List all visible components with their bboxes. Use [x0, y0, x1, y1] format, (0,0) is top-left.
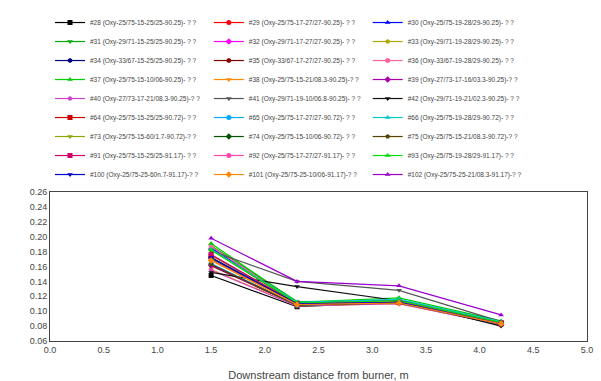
svg-text:#91 (Oxy-25/75-15-25/25-91.17): #91 (Oxy-25/75-15-25/25-91.17)- ? ?	[90, 152, 197, 160]
svg-text:0.26: 0.26	[30, 187, 48, 197]
svg-text:0.08: 0.08	[30, 321, 48, 331]
svg-text:#92 (Oxy-25/75-17-27/27-91.17): #92 (Oxy-25/75-17-27/27-91.17)- ? ?	[249, 152, 356, 160]
svg-text:#30 (Oxy-25/75-19-28/29-90.25): #30 (Oxy-25/75-19-28/29-90.25)- ? ?	[408, 19, 515, 27]
svg-text:1.5: 1.5	[205, 345, 218, 355]
svg-text:#66 (Oxy-25/75-19-28/29-90.72): #66 (Oxy-25/75-19-28/29-90.72)- ? ?	[408, 114, 515, 122]
svg-text:0.5: 0.5	[97, 345, 110, 355]
svg-text:#36 (Oxy-33/67-19-28/29-90.25): #36 (Oxy-33/67-19-28/29-90.25)- ? ?	[408, 57, 515, 65]
svg-text:#101 (Oxy-25/75-25-10/06-91.17: #101 (Oxy-25/75-25-10/06-91.17)-? ?	[249, 171, 357, 179]
svg-text:0.18: 0.18	[30, 247, 48, 257]
svg-text:1.0: 1.0	[151, 345, 164, 355]
svg-text:2.5: 2.5	[312, 345, 325, 355]
svg-text:5.0: 5.0	[581, 345, 594, 355]
svg-text:4.0: 4.0	[473, 345, 486, 355]
svg-text:0.06: 0.06	[30, 336, 48, 346]
svg-text:#28 (Oxy-25/75-15-25/25-90.25): #28 (Oxy-25/75-15-25/25-90.25)- ? ?	[90, 19, 197, 27]
svg-text:0.20: 0.20	[30, 232, 48, 242]
svg-text:#37 (Oxy-25/75-15-10/06-90.25): #37 (Oxy-25/75-15-10/06-90.25)- ? ?	[90, 76, 197, 84]
svg-text:#38 (Oxy-25/75-15-21/08.3-90.2: #38 (Oxy-25/75-15-21/08.3-90.25)-? ?	[249, 76, 359, 84]
svg-text:#34 (Oxy-33/67-15-25/25-90.25): #34 (Oxy-33/67-15-25/25-90.25)- ? ?	[90, 57, 197, 65]
svg-text:4.5: 4.5	[527, 345, 540, 355]
svg-text:#40 (Oxy-27/73-17-21/08.3-90.2: #40 (Oxy-27/73-17-21/08.3-90.25)-? ?	[90, 95, 200, 103]
svg-text:#35 (Oxy-33/67-17-27/27-90.25): #35 (Oxy-33/67-17-27/27-90.25)- ? ?	[249, 57, 356, 65]
svg-text:#65 (Oxy-25/75-17-27/27-90.72): #65 (Oxy-25/75-17-27/27-90.72)- ? ?	[249, 114, 356, 122]
svg-text:#31 (Oxy-29/71-15-25/25-90.25): #31 (Oxy-29/71-15-25/25-90.25)- ? ?	[90, 38, 197, 46]
svg-text:0.12: 0.12	[30, 291, 48, 301]
svg-text:#29 (Oxy-25/75-17-27/27-90.25): #29 (Oxy-25/75-17-27/27-90.25)- ? ?	[249, 19, 356, 27]
svg-text:0.16: 0.16	[30, 262, 48, 272]
svg-text:#33 (Oxy-29/71-19-28/29-90.25): #33 (Oxy-29/71-19-28/29-90.25)- ? ?	[408, 38, 515, 46]
svg-text:#73 (Oxy-25/75-15-60/1.7-90.72: #73 (Oxy-25/75-15-60/1.7-90.72)-? ?	[90, 133, 197, 141]
svg-text:#102 (Oxy-25/75-25-21/08.3-91.: #102 (Oxy-25/75-25-21/08.3-91.17)-? ?	[408, 171, 522, 179]
svg-text:#100 (Oxy-25/75-25-60n.7-91.17: #100 (Oxy-25/75-25-60n.7-91.17)-? ?	[90, 171, 198, 179]
svg-text:#74 (Oxy-25/75-15-10/06-90.72): #74 (Oxy-25/75-15-10/06-90.72)- ? ?	[249, 133, 356, 141]
svg-text:0.22: 0.22	[30, 217, 48, 227]
svg-text:#93 (Oxy-25/75-19-28/29-91.17): #93 (Oxy-25/75-19-28/29-91.17)- ? ?	[408, 152, 515, 160]
svg-text:#41 (Oxy-29/71-19-10/06.8-90.2: #41 (Oxy-29/71-19-10/06.8-90.25)- ? ?	[249, 95, 361, 103]
svg-text:#42 (Oxy-29/71-19-21/02.3-90.2: #42 (Oxy-29/71-19-21/02.3-90.25)- ? ?	[408, 95, 520, 103]
svg-text:3.0: 3.0	[366, 345, 379, 355]
svg-text:0.0: 0.0	[44, 345, 57, 355]
svg-text:0.10: 0.10	[30, 306, 48, 316]
svg-text:2.0: 2.0	[259, 345, 272, 355]
svg-text:#32 (Oxy-29/71-17-27/27-90.25): #32 (Oxy-29/71-17-27/27-90.25)- ? ?	[249, 38, 356, 46]
svg-text:0.24: 0.24	[30, 202, 48, 212]
svg-text:0.14: 0.14	[30, 277, 48, 287]
svg-text:Downstream distance from burne: Downstream distance from burner, m	[228, 369, 408, 381]
svg-text:#75 (Oxy-25/75-15-21/08.3-90.7: #75 (Oxy-25/75-15-21/08.3-90.72)-? ?	[408, 133, 518, 141]
svg-text:#39 (Oxy-27/73-17-16/03.3-90.2: #39 (Oxy-27/73-17-16/03.3-90.25)-? ?	[408, 76, 518, 84]
svg-text:#64 (Oxy-25/75-15-25/25-90.72): #64 (Oxy-25/75-15-25/25-90.72)- ? ?	[90, 114, 197, 122]
svg-text:3.5: 3.5	[420, 345, 433, 355]
